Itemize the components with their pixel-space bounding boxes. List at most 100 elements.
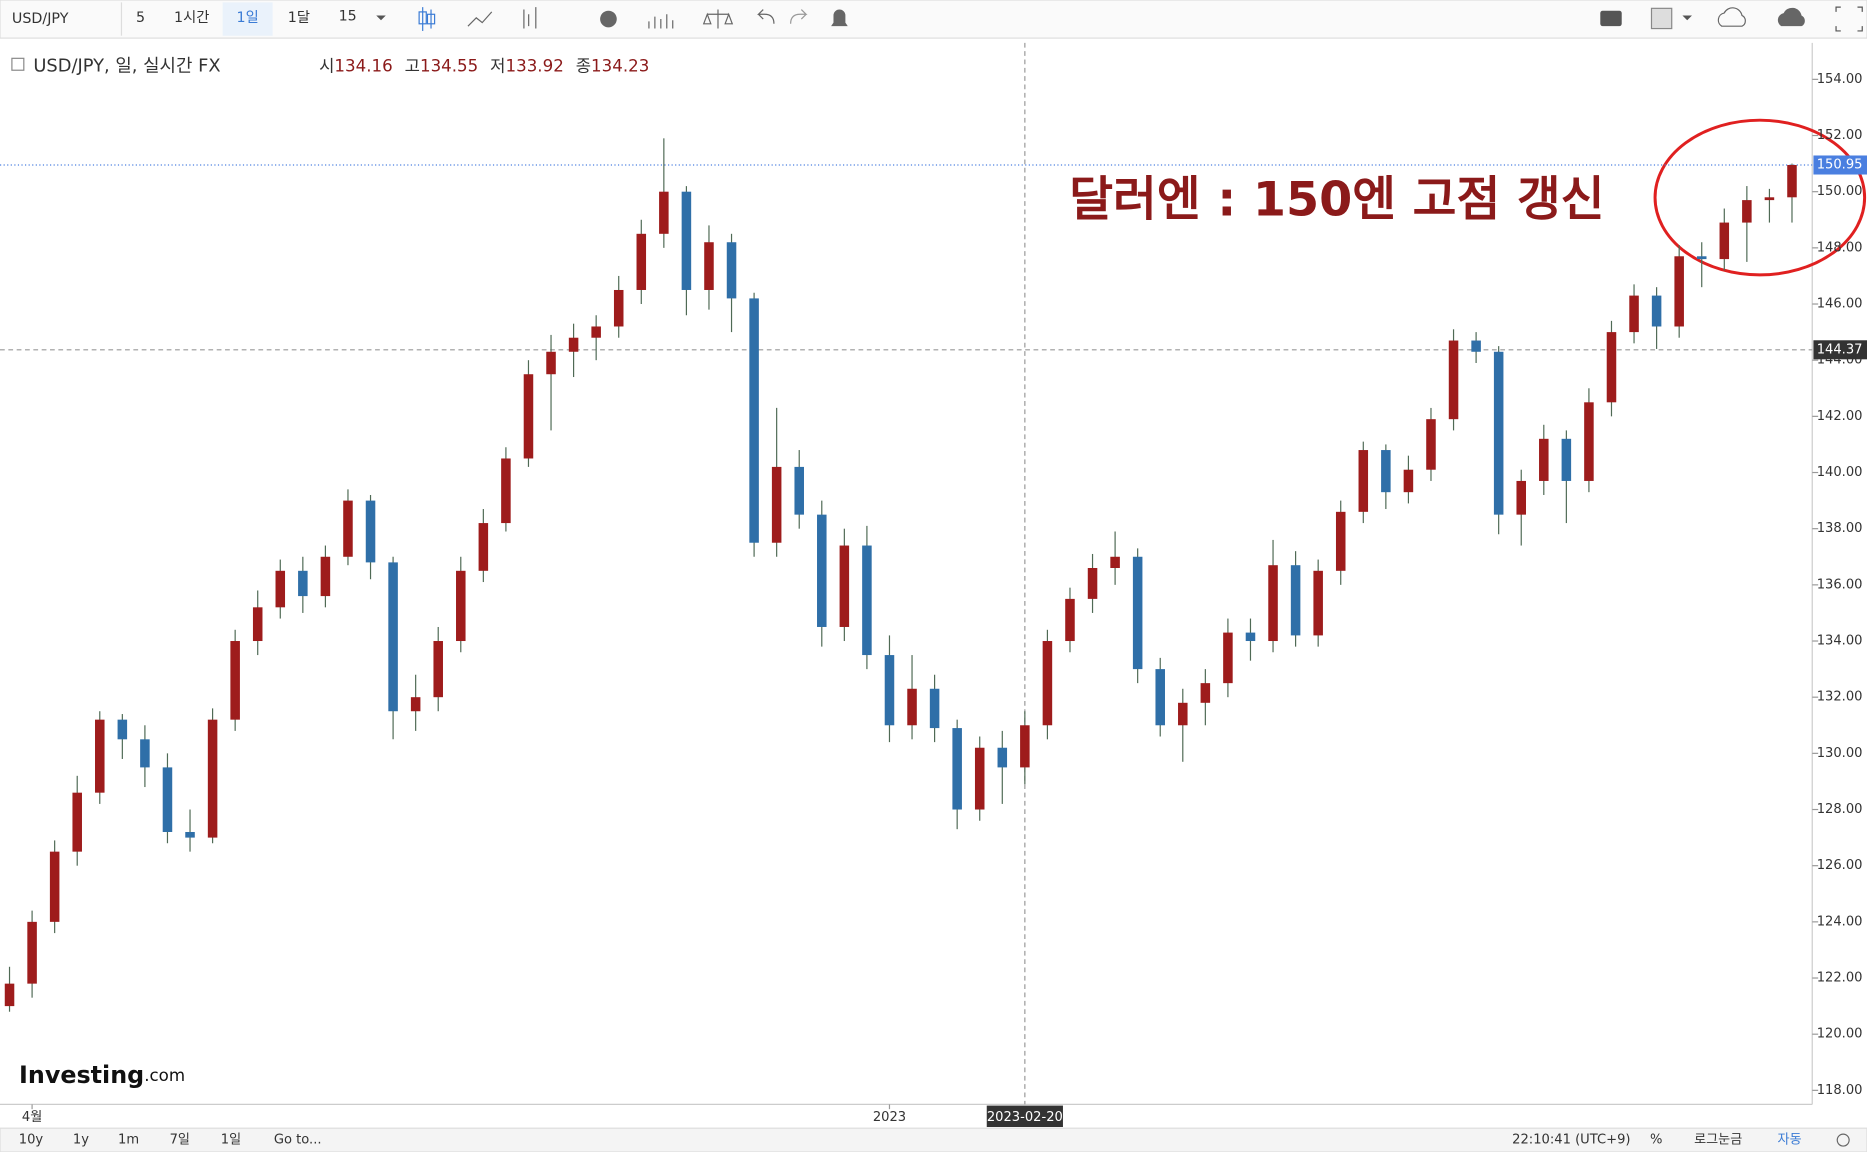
interval[interactable]: 1시간 (174, 9, 209, 26)
candle-body (523, 374, 534, 459)
candle-body (230, 641, 240, 720)
undo-icon[interactable] (757, 9, 775, 24)
crosshair-date-box (986, 1105, 1063, 1128)
y-tick-label: 146.00 (1817, 297, 1863, 312)
collapse-icon[interactable] (11, 57, 25, 71)
cloud-down-icon[interactable] (1717, 7, 1746, 27)
interval[interactable]: 5 (136, 10, 145, 26)
candle-body (365, 500, 376, 563)
interval-count[interactable]: 15 (339, 9, 357, 25)
y-tick-label: 130.00 (1817, 746, 1863, 761)
candle-body (433, 641, 443, 698)
y-tick-label: 122.00 (1817, 971, 1863, 986)
percent-toggle[interactable]: % (1650, 1133, 1662, 1148)
candle-body (72, 792, 82, 852)
camera-icon[interactable] (1600, 10, 1622, 27)
settings-icon[interactable] (600, 10, 617, 28)
y-tick-label: 134.00 (1817, 634, 1863, 649)
y-tick-label: 124.00 (1817, 914, 1863, 929)
candle-body (1042, 641, 1053, 726)
logo: Investing.com (19, 1060, 185, 1088)
legend-ohlc: 시134.16 고134.55 저133.92 종134.23 (319, 56, 649, 75)
candle-body (1065, 598, 1075, 642)
color-icon[interactable] (1650, 7, 1673, 30)
candle-body (95, 719, 105, 793)
candle-body (884, 655, 895, 726)
indicator-icon[interactable] (648, 14, 674, 29)
candle-body (1674, 256, 1684, 327)
candle-body (1742, 200, 1752, 223)
auto-toggle[interactable]: 자동 (1778, 1132, 1802, 1148)
candle-body (410, 697, 421, 712)
interval-active (222, 2, 273, 36)
candle-body (1696, 256, 1707, 260)
candle-body (839, 545, 850, 627)
fullscreen-icon[interactable] (1835, 6, 1863, 32)
last-price-box (1813, 155, 1867, 175)
candle-body (1087, 568, 1098, 599)
log-toggle[interactable]: 로그눈금 (1694, 1132, 1742, 1148)
candle-body (659, 191, 669, 234)
interval[interactable]: 1일 (237, 9, 259, 26)
candle-body (817, 514, 827, 627)
candle-body (1155, 669, 1165, 726)
candle-body (1629, 295, 1639, 333)
y-tick-label: 140.00 (1817, 465, 1863, 480)
candle-body (771, 466, 782, 543)
candle-body (1335, 511, 1346, 571)
candle-icon[interactable] (418, 7, 436, 31)
compare-icon[interactable] (702, 9, 734, 29)
candle-body (952, 728, 962, 810)
crosshair-price-label: 144.37 (1817, 342, 1863, 357)
candle-body (568, 337, 579, 352)
candle-body (1516, 480, 1526, 515)
candle-body (613, 289, 624, 327)
candle-body (1020, 725, 1030, 768)
candle-body (1403, 469, 1414, 493)
candle-body (1539, 438, 1549, 481)
candle-body (298, 570, 308, 597)
ohlc-value: 134.55 (420, 56, 478, 75)
cloud-up-icon[interactable] (1777, 7, 1805, 27)
last-price-label: 150.95 (1817, 158, 1863, 173)
bottom-bar (0, 1127, 1867, 1152)
logo-suffix: .com (144, 1065, 185, 1084)
candle-body (1268, 565, 1278, 642)
candle-body (1358, 450, 1369, 512)
candle-body (49, 851, 60, 922)
line-icon[interactable] (467, 11, 493, 27)
candle-body (1200, 683, 1211, 703)
candle-body (1606, 332, 1617, 403)
settings-icon[interactable] (1836, 1133, 1850, 1147)
y-tick-label: 128.00 (1817, 802, 1863, 817)
y-tick-label: 118.00 (1817, 1083, 1863, 1098)
ohlc-label: 고 (405, 56, 420, 75)
highlight-circle (1653, 118, 1867, 277)
candle-body (1132, 556, 1143, 670)
candle-body (1471, 340, 1481, 352)
range-button[interactable]: 1일 (221, 1132, 241, 1148)
crosshair-date: 2023-02-20 (987, 1110, 1063, 1125)
redo-icon[interactable] (790, 9, 808, 24)
dropdown-icon[interactable] (1682, 15, 1692, 21)
range-button[interactable]: 10y (19, 1133, 44, 1148)
bar-icon[interactable] (523, 7, 537, 29)
candle-body (1493, 351, 1504, 515)
y-tick-label: 132.00 (1817, 690, 1863, 705)
range-button[interactable]: 1m (118, 1133, 139, 1148)
candle-body (1448, 340, 1459, 420)
interval[interactable]: 1달 (288, 9, 310, 26)
candle-body (974, 747, 985, 810)
range-button[interactable]: 1y (73, 1133, 89, 1148)
candle-body (456, 570, 466, 642)
candle-body (1561, 438, 1572, 481)
symbol[interactable]: USD/JPY (12, 11, 69, 27)
alert-icon[interactable] (831, 9, 848, 27)
range-button[interactable]: 7일 (170, 1132, 190, 1148)
dropdown-icon[interactable] (376, 15, 386, 21)
goto-button[interactable]: Go to... (274, 1133, 322, 1148)
candle-body (997, 747, 1008, 768)
candle-body (27, 921, 37, 984)
